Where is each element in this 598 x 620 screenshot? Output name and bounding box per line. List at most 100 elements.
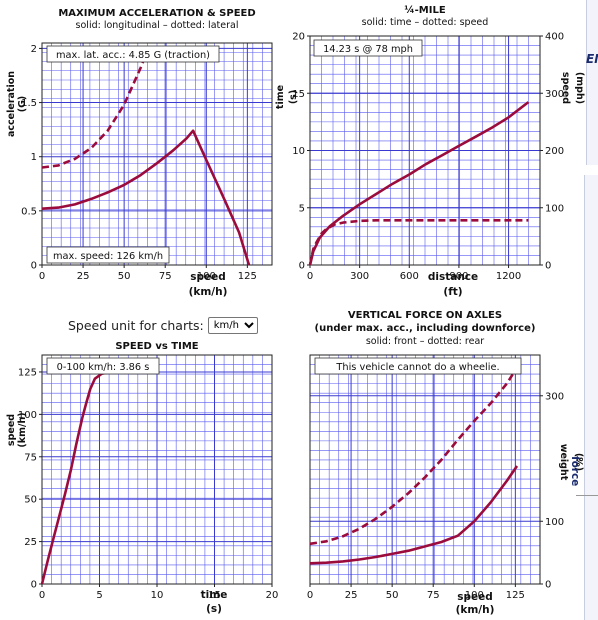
- x-axis-label: distance: [428, 271, 478, 283]
- annotation-box: [46, 357, 160, 375]
- y2-tick-label: 0: [545, 261, 551, 272]
- chart-2: [307, 35, 543, 268]
- x-tick-label: 125: [506, 590, 525, 601]
- y2-tick-label: 200: [545, 146, 564, 157]
- y-axis-label: acceleration: [6, 71, 17, 137]
- y-axis-label: time: [275, 85, 286, 109]
- y-tick-label: 50: [24, 495, 37, 506]
- speed-unit-select[interactable]: km/h: [207, 316, 258, 334]
- annotation-box: [46, 45, 220, 63]
- x-axis-label: speed: [457, 591, 493, 603]
- x-tick-label: 50: [118, 271, 131, 282]
- x-axis-unit: (ft): [443, 286, 462, 298]
- speed-unit-control: Speed unit for charts: km/h: [68, 315, 258, 335]
- y-tick-label: 15: [292, 89, 305, 100]
- annotation-text: max. speed: 126 km/h: [53, 251, 163, 262]
- x-axis-unit: (s): [206, 603, 222, 615]
- series-line-dotted: [309, 366, 519, 546]
- side-panel-top: [586, 0, 598, 165]
- side-panel-label: force: [569, 456, 581, 487]
- x-tick-label: 100: [197, 271, 216, 282]
- series-line-solid: [41, 129, 251, 266]
- x-tick-label: 20: [266, 590, 279, 601]
- y2-tick-label: 400: [545, 32, 564, 43]
- y-axis-unit: (G): [17, 96, 28, 112]
- y2-tick-label: 100: [545, 517, 564, 528]
- chart-1: [39, 42, 273, 268]
- y-tick-label: 0: [299, 261, 305, 272]
- x-axis-unit: (km/h): [456, 604, 495, 616]
- x-tick-label: 0: [307, 271, 313, 282]
- y2-tick-label: 100: [545, 203, 564, 214]
- x-axis-unit: (km/h): [189, 286, 228, 298]
- chart-subtitle: solid: longitudinal – dotted: lateral: [76, 20, 239, 31]
- chart-title-line2: (under max. acc., including downforce): [315, 323, 536, 334]
- x-tick-label: 5: [96, 590, 102, 601]
- y-tick-label: 75: [24, 452, 37, 463]
- y2-axis-unit: (%): [573, 453, 584, 471]
- side-panel-bottom: [584, 175, 598, 620]
- series-line-solid: [40, 369, 118, 585]
- x-tick-label: 600: [400, 271, 419, 282]
- x-tick-label: 25: [77, 271, 90, 282]
- y-tick-label: 1.5: [21, 98, 37, 109]
- chart-subtitle: solid: front – dotted: rear: [366, 336, 484, 347]
- x-tick-label: 50: [386, 590, 399, 601]
- x-tick-label: 900: [449, 271, 468, 282]
- y-tick-label: 2: [31, 44, 37, 55]
- annotation-box: [314, 357, 522, 375]
- y2-tick-label: 300: [545, 89, 564, 100]
- speed-unit-label: Speed unit for charts:: [68, 317, 204, 333]
- y2-axis-label: weight: [558, 444, 569, 481]
- side-divider: [576, 495, 598, 496]
- x-tick-label: 0: [39, 590, 45, 601]
- x-tick-label: 25: [345, 590, 358, 601]
- chart-title: ¼-MILE: [404, 4, 446, 16]
- x-axis-label: time: [201, 589, 228, 601]
- plot-frame: [309, 354, 541, 585]
- y-tick-label: 25: [24, 537, 37, 548]
- annotation-box: [46, 246, 170, 264]
- annotation-text: 0-100 km/h: 3.86 s: [57, 362, 150, 373]
- x-tick-label: 75: [427, 590, 440, 601]
- chart-title: MAXIMUM ACCELERATION & SPEED: [58, 8, 255, 19]
- y2-axis-label: speed: [560, 72, 571, 104]
- x-tick-label: 10: [151, 590, 164, 601]
- annotation-text: This vehicle cannot do a wheelie.: [335, 362, 499, 373]
- y-tick-label: 5: [299, 203, 305, 214]
- grid: [42, 43, 272, 265]
- chart-4: [309, 354, 543, 587]
- chart-subtitle: solid: time – dotted: speed: [362, 17, 489, 28]
- x-tick-label: 75: [159, 271, 172, 282]
- chart-3: [39, 354, 273, 587]
- x-tick-label: 0: [39, 271, 45, 282]
- y-tick-label: 10: [292, 146, 305, 157]
- y-tick-label: 1: [31, 152, 37, 163]
- y-tick-label: 0: [31, 580, 37, 591]
- x-tick-label: 125: [238, 271, 257, 282]
- y-axis-unit: (km/h): [17, 412, 28, 447]
- y-tick-label: 0.5: [21, 206, 37, 217]
- x-axis-label: speed: [190, 271, 226, 283]
- x-tick-label: 15: [208, 590, 221, 601]
- x-tick-label: 300: [350, 271, 369, 282]
- y-axis-label: speed: [6, 414, 17, 446]
- series-line-solid: [309, 465, 519, 565]
- chart-title: SPEED vs TIME: [115, 341, 198, 352]
- y-tick-label: 20: [292, 32, 305, 43]
- x-tick-label: 100: [465, 590, 484, 601]
- chart-title: VERTICAL FORCE ON AXLES: [348, 310, 502, 321]
- y-axis-unit: (s): [288, 90, 299, 104]
- y-tick-label: 125: [18, 367, 37, 378]
- y2-tick-label: 0: [545, 580, 551, 591]
- annotation-box: [313, 39, 423, 57]
- annotation-text: max. lat. acc.: 4.85 G (traction): [56, 50, 210, 61]
- x-tick-label: 1200: [496, 271, 521, 282]
- y-tick-label: 100: [18, 410, 37, 421]
- annotation-text: 14.23 s @ 78 mph: [323, 44, 413, 55]
- side-panel-text: EN: [586, 52, 598, 66]
- y2-tick-label: 300: [545, 391, 564, 402]
- y2-axis-unit: (mph): [574, 72, 585, 104]
- plot-frame: [41, 42, 273, 266]
